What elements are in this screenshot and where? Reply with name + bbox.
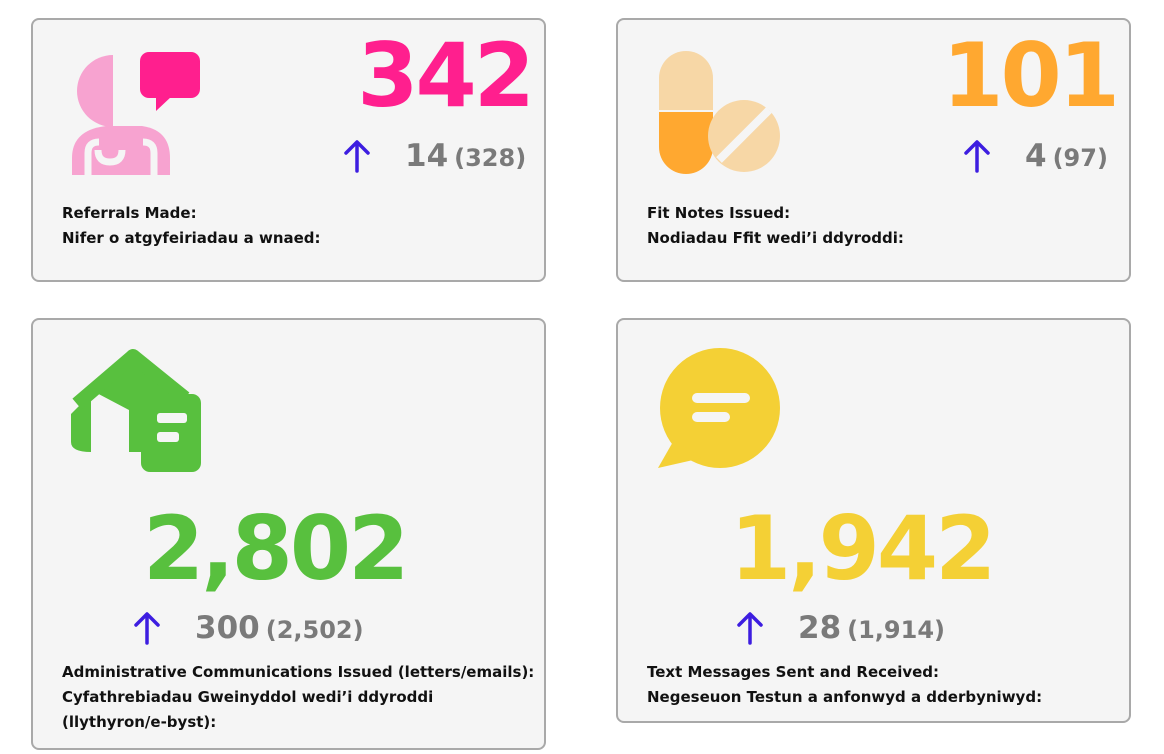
text-messages-card: 1,942 28 (1,914) Text Messages Sent and … bbox=[616, 318, 1131, 723]
text-messages-delta: 28 (1,914) bbox=[736, 610, 945, 646]
text-messages-label-cy: Negeseuon Testun a anfonwyd a dderbyniwy… bbox=[647, 688, 1043, 706]
referrals-label-en: Referrals Made: bbox=[62, 204, 197, 222]
house-mail-icon bbox=[71, 349, 201, 472]
pills-icon bbox=[659, 51, 780, 174]
admin-communications-label: Administrative Communications Issued (le… bbox=[62, 660, 535, 735]
arrow-up-icon bbox=[344, 140, 370, 173]
text-messages-label: Text Messages Sent and Received: Negeseu… bbox=[647, 660, 1117, 710]
admin-communications-label-en: Administrative Communications Issued (le… bbox=[62, 663, 535, 681]
referrals-value: 342 bbox=[357, 24, 535, 127]
referrals-label-cy: Nifer o atgyfeiriadau a wnaed: bbox=[62, 229, 321, 247]
referrals-label: Referrals Made: Nifer o atgyfeiriadau a … bbox=[62, 201, 532, 251]
text-messages-previous-value: (1,914) bbox=[847, 616, 945, 644]
fit-notes-delta: 4 (97) bbox=[963, 138, 1108, 174]
text-messages-label-en: Text Messages Sent and Received: bbox=[647, 663, 940, 681]
text-messages-value: 1,942 bbox=[730, 497, 996, 600]
fit-notes-previous-value: (97) bbox=[1052, 144, 1108, 172]
fit-notes-label: Fit Notes Issued: Nodiadau Ffit wedi’i d… bbox=[647, 201, 1117, 251]
fit-notes-label-cy: Nodiadau Ffit wedi’i ddyroddi: bbox=[647, 229, 904, 247]
admin-communications-delta-value: 300 bbox=[195, 610, 260, 646]
referrals-delta-value: 14 bbox=[405, 138, 449, 174]
fit-notes-card: 101 4 (97) Fit Notes Issued: Nodiadau Ff… bbox=[616, 18, 1131, 282]
referrals-previous-value: (328) bbox=[454, 144, 527, 172]
fit-notes-value: 101 bbox=[942, 24, 1120, 127]
doctor-chat-icon bbox=[72, 52, 200, 175]
admin-communications-card: 2,802 300 (2,502) Administrative Communi… bbox=[31, 318, 546, 750]
arrow-up-icon bbox=[737, 612, 763, 645]
admin-communications-previous-value: (2,502) bbox=[265, 616, 364, 644]
referrals-card: 342 14 (328) Referrals Made: Nifer o atg… bbox=[31, 18, 546, 282]
fit-notes-label-en: Fit Notes Issued: bbox=[647, 204, 791, 222]
admin-communications-label-cy: Cyfathrebiadau Gweinyddol wedi’i ddyrodd… bbox=[62, 688, 434, 731]
admin-communications-delta: 300 (2,502) bbox=[133, 610, 364, 646]
referrals-delta: 14 (328) bbox=[343, 138, 526, 174]
chat-bubble-icon bbox=[658, 348, 780, 468]
fit-notes-delta-value: 4 bbox=[1025, 138, 1047, 174]
arrow-up-icon bbox=[134, 612, 160, 645]
admin-communications-value: 2,802 bbox=[143, 497, 409, 600]
arrow-up-icon bbox=[964, 140, 990, 173]
text-messages-delta-value: 28 bbox=[798, 610, 842, 646]
